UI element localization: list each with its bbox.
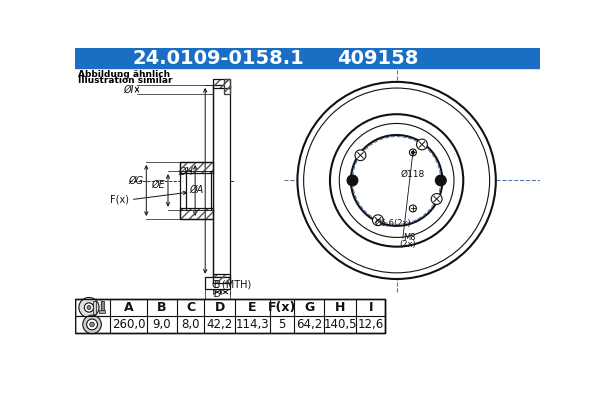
Circle shape bbox=[84, 303, 94, 312]
Text: 114,3: 114,3 bbox=[236, 318, 269, 331]
Circle shape bbox=[409, 149, 416, 156]
Text: B: B bbox=[214, 280, 220, 290]
Bar bbox=[75, 299, 110, 333]
Circle shape bbox=[330, 114, 463, 247]
Text: F(x): F(x) bbox=[268, 301, 296, 314]
Circle shape bbox=[339, 124, 454, 238]
Text: Illustration similar: Illustration similar bbox=[78, 76, 173, 86]
Text: C (MTH): C (MTH) bbox=[212, 280, 251, 290]
Circle shape bbox=[298, 82, 496, 279]
Text: I: I bbox=[368, 301, 373, 314]
Text: ØG: ØG bbox=[128, 176, 143, 186]
Text: 260,0: 260,0 bbox=[112, 318, 145, 331]
Circle shape bbox=[351, 135, 442, 226]
Bar bbox=[205, 277, 230, 289]
Bar bbox=[179, 162, 213, 173]
Text: 12,6: 12,6 bbox=[358, 318, 384, 331]
Bar bbox=[99, 310, 105, 313]
Text: B: B bbox=[157, 301, 167, 314]
Text: 42,2: 42,2 bbox=[207, 318, 233, 331]
Circle shape bbox=[304, 88, 490, 273]
Text: F(x): F(x) bbox=[110, 195, 129, 205]
Circle shape bbox=[431, 194, 442, 204]
Text: G: G bbox=[304, 301, 314, 314]
Circle shape bbox=[373, 215, 383, 226]
Text: Ø118: Ø118 bbox=[401, 170, 425, 179]
Bar bbox=[213, 79, 230, 88]
Text: ØH: ØH bbox=[179, 166, 194, 176]
Text: (2x): (2x) bbox=[400, 240, 416, 249]
Circle shape bbox=[436, 175, 446, 186]
Text: D: D bbox=[215, 301, 225, 314]
Bar bbox=[213, 79, 230, 88]
Circle shape bbox=[411, 150, 415, 154]
Circle shape bbox=[79, 298, 99, 318]
Bar bbox=[224, 79, 230, 94]
Bar bbox=[75, 299, 385, 333]
Bar bbox=[224, 79, 230, 94]
Text: 5: 5 bbox=[278, 318, 286, 331]
Bar bbox=[213, 85, 230, 277]
Bar bbox=[75, 68, 292, 313]
Circle shape bbox=[90, 322, 94, 327]
Circle shape bbox=[416, 139, 427, 150]
Text: A: A bbox=[124, 301, 133, 314]
Text: Abbildung ähnlich: Abbildung ähnlich bbox=[78, 70, 170, 79]
Bar bbox=[93, 301, 96, 314]
Bar bbox=[213, 274, 230, 283]
Circle shape bbox=[347, 175, 358, 186]
Circle shape bbox=[86, 319, 97, 330]
Text: 64,2: 64,2 bbox=[296, 318, 322, 331]
Text: M8: M8 bbox=[403, 233, 415, 242]
Text: D: D bbox=[214, 289, 221, 299]
Text: 9,0: 9,0 bbox=[152, 318, 171, 331]
Text: 140,5: 140,5 bbox=[323, 318, 357, 331]
Text: ØA: ØA bbox=[190, 185, 203, 195]
Bar bbox=[284, 68, 540, 293]
Bar bbox=[213, 274, 230, 283]
Text: Ø6,6(2x): Ø6,6(2x) bbox=[375, 219, 412, 228]
Circle shape bbox=[87, 306, 91, 310]
Text: ØE: ØE bbox=[151, 180, 165, 190]
Bar bbox=[179, 162, 213, 219]
Text: 409158: 409158 bbox=[337, 48, 418, 68]
Bar bbox=[179, 208, 213, 219]
Bar bbox=[75, 299, 385, 333]
Text: 24.0109-0158.1: 24.0109-0158.1 bbox=[133, 48, 304, 68]
Text: ØI: ØI bbox=[124, 84, 134, 94]
Bar bbox=[179, 162, 213, 173]
Text: C: C bbox=[186, 301, 195, 314]
Bar bbox=[101, 300, 104, 310]
Bar bbox=[179, 208, 213, 219]
Text: 8,0: 8,0 bbox=[181, 318, 200, 331]
Circle shape bbox=[355, 150, 366, 161]
Circle shape bbox=[83, 315, 101, 334]
Text: H: H bbox=[335, 301, 345, 314]
Bar bbox=[75, 48, 540, 68]
Text: E: E bbox=[248, 301, 257, 314]
Circle shape bbox=[409, 205, 416, 212]
